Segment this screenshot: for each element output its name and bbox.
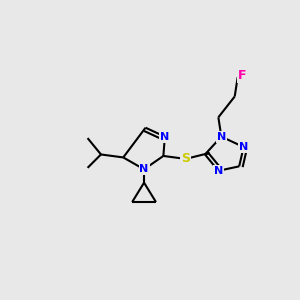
Text: N: N — [160, 132, 170, 142]
Text: N: N — [239, 142, 248, 152]
Text: N: N — [140, 164, 149, 174]
Text: N: N — [214, 166, 223, 176]
Text: F: F — [238, 69, 246, 82]
Text: S: S — [181, 152, 190, 165]
Text: N: N — [217, 132, 226, 142]
